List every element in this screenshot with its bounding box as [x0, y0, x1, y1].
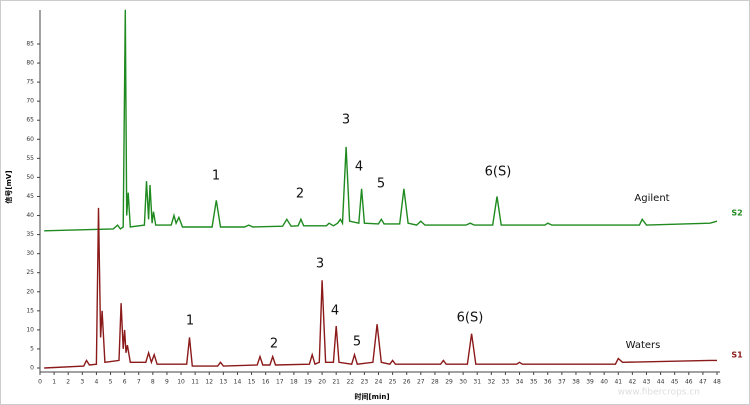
x-tick-label: 30	[459, 379, 467, 386]
annotation: Waters	[626, 340, 661, 351]
x-tick-label: 45	[671, 379, 679, 386]
y-tick-label: 40	[26, 212, 34, 219]
annotation: 3	[342, 113, 350, 128]
x-tick-label: 2	[66, 379, 70, 386]
x-tick-label: 46	[685, 379, 693, 386]
y-tick-label: 5	[30, 345, 34, 352]
x-tick-label: 19	[304, 379, 312, 386]
x-tick-label: 44	[657, 379, 665, 386]
annotation: 4	[331, 304, 339, 319]
x-tick-label: 5	[109, 379, 113, 386]
x-tick-label: 15	[248, 379, 256, 386]
annotation: 6(S)	[485, 165, 512, 180]
y-tick-label: 20	[26, 288, 34, 295]
annotation: 6(S)	[457, 311, 484, 326]
x-tick-label: 1	[52, 379, 56, 386]
annotation: Agilent	[634, 193, 669, 204]
annotation: 2	[270, 337, 278, 352]
line	[44, 9, 718, 232]
y-tick-label: 85	[26, 41, 34, 48]
x-tick-label: 27	[417, 379, 425, 386]
y-tick-label: 30	[26, 250, 34, 257]
legend-label: S2	[731, 209, 742, 218]
x-tick-label: 43	[643, 379, 651, 386]
x-tick-label: 4	[95, 379, 99, 386]
x-tick-label: 21	[332, 379, 340, 386]
x-tick-label: 24	[375, 379, 383, 386]
y-tick-label: 45	[26, 193, 34, 200]
x-tick-label: 37	[558, 379, 566, 386]
y-tick-label: 65	[26, 117, 34, 124]
x-tick-label: 36	[544, 379, 552, 386]
x-tick-label: 17	[276, 379, 284, 386]
x-tick-label: 33	[502, 379, 510, 386]
x-tick-label: 16	[262, 379, 270, 386]
x-tick-label: 18	[290, 379, 298, 386]
watermark: www.fibercrops.cn	[618, 388, 700, 398]
x-tick-label: 0	[38, 379, 42, 386]
y-tick-label: 70	[26, 98, 34, 105]
annotation: 4	[355, 160, 363, 175]
y-tick-label: 10	[26, 326, 34, 333]
y-tick-label: 80	[26, 60, 34, 67]
x-tick-label: 34	[516, 379, 524, 386]
line	[44, 207, 717, 369]
x-tick-label: 35	[530, 379, 538, 386]
x-tick-label: 39	[586, 379, 594, 386]
x-tick-label: 32	[488, 379, 496, 386]
y-tick-label: 55	[26, 155, 34, 162]
x-tick-label: 6	[123, 379, 127, 386]
x-tick-label: 9	[165, 379, 169, 386]
annotation: 5	[377, 177, 385, 192]
x-tick-label: 41	[614, 379, 622, 386]
x-tick-label: 28	[431, 379, 439, 386]
x-tick-label: 26	[403, 379, 411, 386]
x-tick-label: 11	[191, 379, 199, 386]
x-tick-label: 40	[600, 379, 608, 386]
x-tick-label: 20	[318, 379, 326, 386]
x-tick-label: 8	[151, 379, 155, 386]
x-tick-label: 23	[361, 379, 369, 386]
annotation: 1	[212, 169, 220, 184]
y-tick-label: 25	[26, 269, 34, 276]
annotation: 2	[296, 187, 304, 202]
y-tick-label: 35	[26, 231, 34, 238]
annotation: 5	[353, 335, 361, 350]
x-tick-label: 10	[177, 379, 185, 386]
x-tick-label: 13	[220, 379, 228, 386]
legend-label: S1	[731, 351, 743, 360]
x-tick-label: 12	[205, 379, 213, 386]
annotation: 3	[316, 257, 324, 272]
x-axis-label: 时间[min]	[354, 392, 389, 401]
y-tick-label: 60	[26, 136, 34, 143]
y-tick-label: 75	[26, 79, 34, 86]
x-tick-label: 22	[346, 379, 354, 386]
y-tick-label: 50	[26, 174, 34, 181]
y-tick-label: 15	[26, 307, 34, 314]
y-axis-label: 信号[mV]	[4, 170, 13, 203]
annotation: 1	[186, 314, 194, 329]
x-tick-label: 48	[713, 379, 721, 386]
x-tick-label: 25	[389, 379, 397, 386]
x-tick-label: 38	[572, 379, 580, 386]
x-tick-label: 47	[699, 379, 707, 386]
x-tick-label: 3	[80, 379, 84, 386]
x-tick-label: 29	[445, 379, 453, 386]
x-tick-label: 31	[473, 379, 481, 386]
x-tick-label: 14	[234, 379, 242, 386]
x-tick-label: 42	[629, 379, 637, 386]
y-tick-label: 0	[30, 365, 34, 372]
x-tick-label: 7	[137, 379, 141, 386]
